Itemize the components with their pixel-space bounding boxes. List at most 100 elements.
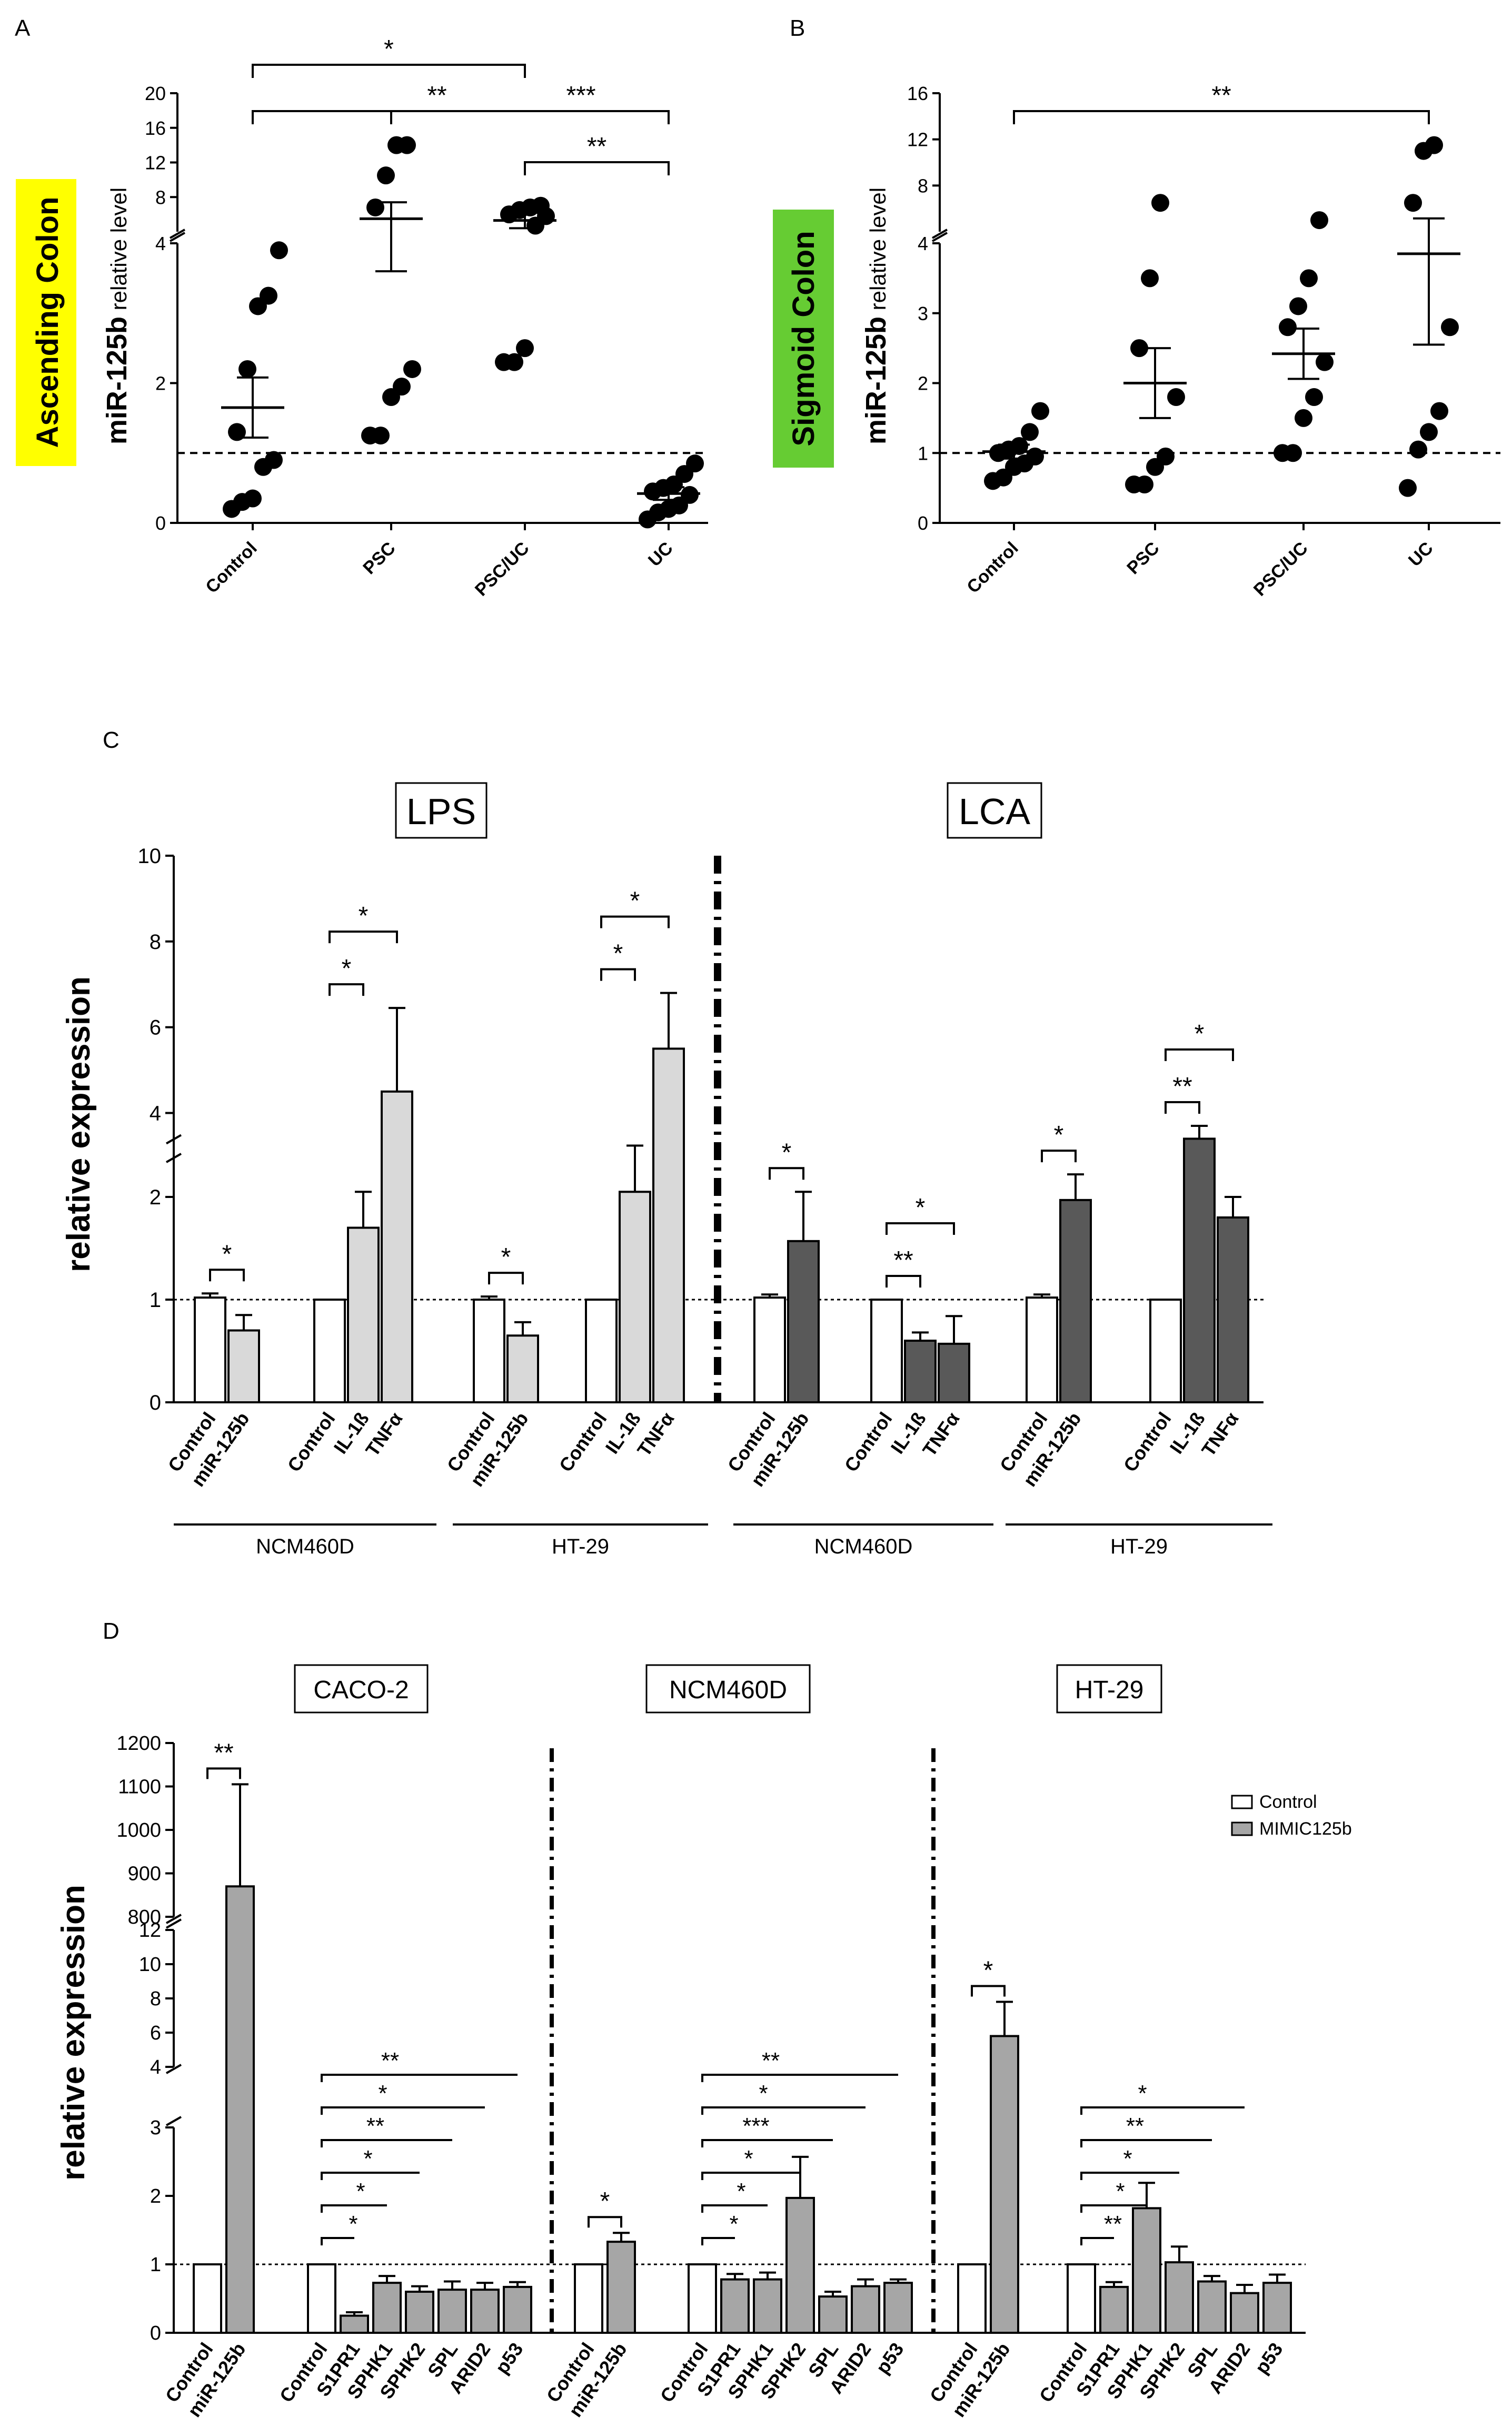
significance-ncm460d-2-label: * — [744, 2146, 753, 2172]
y-tick-label: 1200 — [116, 1732, 161, 1755]
significance-caco-2-0-bracket — [321, 2237, 354, 2245]
significance-ncm460d-3-bracket — [701, 2139, 833, 2147]
significance-lca-ht-29-1-0-label: ** — [1172, 1073, 1192, 1101]
y-tick-label: 1100 — [118, 1776, 161, 1798]
bar-lca-ncm460d-tnf — [938, 1342, 970, 1404]
bar-lca-ht-29-il-1 — [1183, 1137, 1216, 1403]
significance-caco-2-5-bracket — [321, 2074, 518, 2082]
axis-break-mark — [932, 229, 948, 242]
significance-ht-29-1-bracket — [1080, 2204, 1147, 2213]
x-label-lps-ncm460d-tnf: TNFα — [361, 1408, 406, 1460]
bar-lps-ht-29-mir-125b — [506, 1334, 539, 1403]
x-label-lca-ht-29-control: Control — [1119, 1408, 1176, 1476]
panel-a-ylabel: miR-125b relative level — [101, 187, 133, 444]
significance-ncm460d-5-label: ** — [762, 2048, 780, 2074]
significance-ht-29-3-label: ** — [1126, 2113, 1144, 2139]
data-point-psc — [393, 378, 411, 396]
y-tick-label: 8 — [155, 186, 166, 208]
y-tick-label: 1 — [150, 2254, 161, 2276]
bar-lca-ht-29-control — [1026, 1296, 1058, 1404]
panel-c: LPS LCA relative expression 0 1 2 4 6 8 10 Cont… — [61, 782, 1272, 1558]
y-tick-label: 1 — [918, 442, 928, 464]
panel-d-title-box-ht29 — [1056, 1664, 1162, 1714]
data-point-psc-uc — [1310, 211, 1328, 230]
x-label-ncm460d-p53: p53 — [871, 2339, 908, 2378]
bar-ncm460d-mimic-control — [574, 2263, 603, 2334]
x-label-lps-ht-29-control: Control — [555, 1408, 611, 1476]
data-point-psc — [366, 198, 384, 216]
bar-caco-2-mimic-control — [193, 2263, 222, 2334]
significance-caco-2-2-label: * — [363, 2146, 372, 2172]
y-tick-label: 12 — [139, 1919, 161, 1942]
significance-lps-ncm460d-1-0-label: * — [342, 955, 352, 983]
significance-caco-2-3-bracket — [321, 2139, 452, 2147]
data-point-control — [1021, 423, 1039, 441]
data-point-control — [1026, 447, 1044, 466]
x-label-lca-ht-29-tnf: TNFα — [1197, 1408, 1242, 1460]
x-tick-label-uc: UC — [644, 538, 677, 571]
data-point-psc-uc — [505, 353, 523, 371]
bar-ht-29-gene-arid2 — [1230, 2292, 1259, 2334]
bar-ncm460d-gene-p53 — [883, 2282, 913, 2334]
bar-ht-29-mimic-mir-125b — [990, 2035, 1019, 2334]
significance-lca-ncm460d-1-0-bracket — [886, 1275, 921, 1288]
significance-lps-ht-29-1-1-label: * — [630, 887, 640, 915]
bar-caco-2-mimic-mir-125b — [225, 1885, 255, 2334]
y-tick-label: 0 — [155, 512, 166, 534]
panel-b-ylabel: miR-125b relative level — [860, 187, 892, 444]
panel-d-title-box-caco2 — [294, 1664, 429, 1714]
data-point-uc — [1430, 402, 1448, 420]
panel-c-title-box-lca — [947, 782, 1042, 839]
y-tick-label: 12 — [145, 152, 166, 174]
panel-c-title-lca: LCA — [959, 791, 1030, 832]
panel-letter-a: A — [15, 15, 31, 41]
data-point-control — [1031, 402, 1049, 420]
panel-letter-d: D — [103, 1618, 120, 1644]
y-tick-label: 20 — [145, 83, 166, 104]
significance-lps-ht-29-0-0-label: * — [501, 1243, 511, 1271]
data-point-psc — [1167, 388, 1185, 407]
significance-ncm460d-mimic-label: * — [600, 2187, 610, 2215]
data-point-psc-uc — [1279, 318, 1297, 336]
significance-1-label-left: ** — [427, 82, 446, 110]
significance-ncm460d-1-bracket — [701, 2204, 768, 2213]
legend-swatch-mimic125b — [1231, 1821, 1253, 1836]
y-tick-label: 10 — [138, 845, 162, 868]
bar-lps-ht-29-il-1 — [619, 1191, 651, 1403]
y-tick-label: 2 — [150, 2185, 161, 2207]
data-point-uc — [1404, 194, 1422, 212]
data-point-psc-uc — [1305, 388, 1323, 407]
cell-line-label-lps-ncm460d: NCM460D — [256, 1535, 354, 1558]
panel-c-title-lps: LPS — [406, 791, 476, 832]
data-point-uc — [1399, 479, 1417, 497]
bar-lca-ncm460d-il-1 — [904, 1340, 937, 1403]
y-tick-label: 2 — [150, 1186, 161, 1209]
panel-d-title-ncm460d: NCM460D — [669, 1676, 787, 1704]
data-point-psc-uc — [516, 339, 534, 358]
axis-break-mark — [166, 1914, 182, 2126]
y-tick-label: 800 — [128, 1906, 161, 1928]
significance-ncm460d-mimic-bracket — [588, 2216, 622, 2228]
data-point-uc — [1441, 318, 1459, 336]
x-label-lps-ht-29-tnf: TNFα — [633, 1408, 678, 1460]
significance-lps-ht-29-1-1-bracket — [600, 915, 670, 928]
y-tick-label: 16 — [145, 117, 166, 139]
bar-lca-ncm460d-control — [753, 1296, 786, 1404]
data-point-control — [228, 423, 246, 441]
significance-ncm460d-1-label: * — [737, 2179, 745, 2204]
y-tick-label: 8 — [150, 1988, 161, 2010]
y-tick-label: 12 — [907, 129, 928, 151]
panel-a-ylabel-sub: relative level — [106, 187, 131, 316]
data-point-control — [265, 451, 283, 469]
significance-ht-29-mimic-bracket — [971, 1985, 1006, 1997]
significance-0-bracket — [1013, 110, 1430, 124]
x-label-lca-ncm460d-tnf: TNFα — [918, 1408, 963, 1460]
significance-ht-29-4-label: * — [1138, 2081, 1147, 2106]
bar-ncm460d-gene-sphk1 — [753, 2278, 782, 2334]
significance-lca-ht-29-1-1-bracket — [1165, 1048, 1234, 1061]
bar-lps-ncm460d-il-1 — [347, 1226, 380, 1403]
x-label-ht-29-p53: p53 — [1250, 2339, 1287, 2378]
axis-break-mark — [166, 1134, 182, 1163]
significance-ncm460d-4-bracket — [701, 2106, 866, 2115]
